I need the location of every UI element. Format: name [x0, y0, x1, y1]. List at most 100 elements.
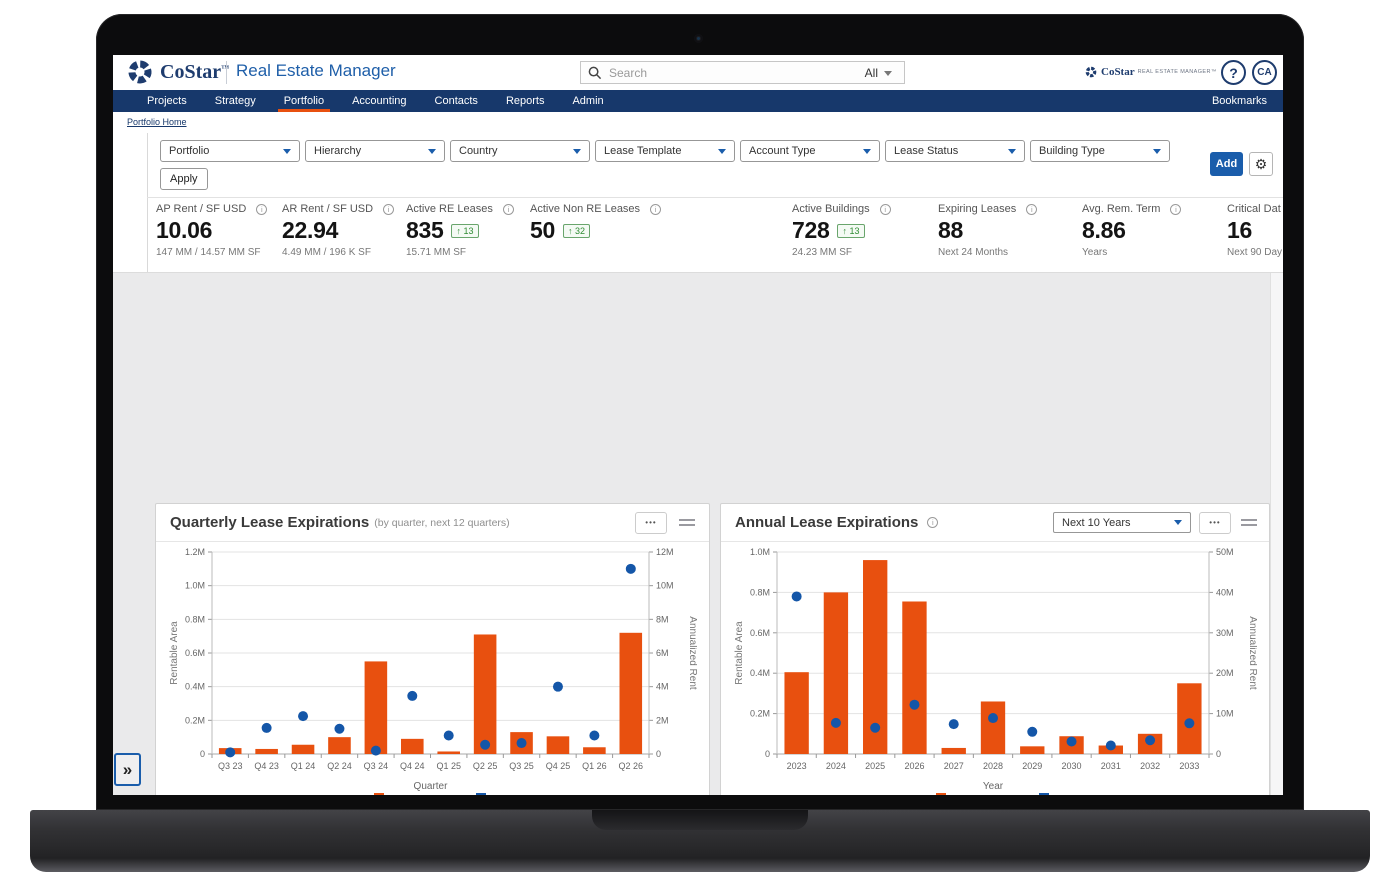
kpi-label-text: Critical Dat — [1227, 203, 1281, 215]
info-icon[interactable]: i — [383, 203, 395, 215]
dot-2031 — [1105, 740, 1116, 751]
kpi-value-row: 50 ↑ 32 — [530, 217, 792, 244]
info-icon[interactable]: i — [650, 203, 662, 215]
svg-text:2M: 2M — [656, 715, 669, 725]
quarterly-chart-header: Quarterly Lease Expirations (by quarter,… — [156, 504, 709, 542]
filter-dropdown-account-type[interactable]: Account Type — [740, 140, 880, 162]
kpi-label-text: Active Non RE Leases — [530, 203, 641, 215]
nav-item-admin[interactable]: Admin — [572, 95, 604, 107]
legend-item-annualized-rent[interactable]: Annualized Rent — [445, 793, 518, 795]
svg-text:1.0M: 1.0M — [750, 547, 770, 557]
kpi-subtext: 4.49 MM / 196 K SF — [282, 247, 371, 258]
quarterly-chart-menu-icon[interactable]: ••• — [635, 512, 667, 534]
dropdown-label: Account Type — [749, 145, 816, 157]
brand-wordmark: CoStar™ — [160, 61, 229, 84]
chevron-down-icon — [428, 148, 436, 154]
nav-item-portfolio[interactable]: Portfolio — [270, 90, 338, 112]
svg-text:Q2 25: Q2 25 — [473, 761, 498, 771]
legend-swatch — [1038, 793, 1049, 795]
info-icon[interactable]: i — [1170, 203, 1182, 215]
dropdown-label: Building Type — [1039, 145, 1105, 157]
kpi-value-row: 8.86 — [1082, 217, 1227, 244]
svg-text:30M: 30M — [1216, 628, 1234, 638]
dropdown-label: Lease Status — [894, 145, 959, 157]
search-scope-select[interactable]: All — [864, 65, 878, 80]
svg-text:Q2 24: Q2 24 — [327, 761, 352, 771]
dot-q1-26 — [589, 730, 600, 741]
kpi-label-text: Expiring Leases — [938, 203, 1017, 215]
svg-text:2029: 2029 — [1022, 761, 1042, 771]
svg-text:20M: 20M — [1216, 668, 1234, 678]
legend-item-annualized-rent[interactable]: Annualized Rent — [1007, 793, 1080, 795]
costar-logo[interactable]: CoStar™ — [127, 59, 229, 85]
annual-chart-menu-icon[interactable]: ••• — [1199, 512, 1231, 534]
brand-tm: ™ — [221, 63, 229, 72]
nav-item-bookmarks[interactable]: Bookmarks — [1211, 95, 1267, 107]
dot-q1-24 — [298, 711, 309, 722]
add-button[interactable]: Add — [1210, 152, 1243, 176]
filter-dropdown-portfolio[interactable]: Portfolio — [160, 140, 300, 162]
legend-item-rentable-area[interactable]: Rentable Area — [347, 793, 410, 795]
quarterly-chart-drag-handle-icon[interactable] — [679, 519, 695, 526]
kpi-trend-badge: ↑ 32 — [562, 223, 590, 238]
nav-item-accounting[interactable]: Accounting — [352, 95, 407, 107]
avatar[interactable]: CA — [1252, 60, 1277, 85]
gear-icon[interactable]: ⚙ — [1249, 152, 1273, 176]
kpi-label-text: AP Rent / SF USD — [156, 203, 247, 215]
filter-dropdown-lease-template[interactable]: Lease Template — [595, 140, 735, 162]
bar-2029 — [1020, 746, 1045, 754]
svg-text:Q4 25: Q4 25 — [546, 761, 571, 771]
info-icon[interactable]: i — [256, 203, 268, 215]
global-search[interactable]: Search All — [580, 61, 905, 84]
kpi-value: 728 — [792, 217, 830, 243]
bar-q4-23 — [255, 748, 278, 754]
kpi-active-non-re-leases: Active Non RE Leases i 50 ↑ 32 — [530, 203, 792, 269]
info-icon[interactable]: i — [927, 517, 939, 528]
help-button[interactable]: ? — [1221, 60, 1246, 85]
legend-swatch — [476, 793, 487, 795]
filter-dropdown-country[interactable]: Country — [450, 140, 590, 162]
dot-q3-24 — [370, 745, 381, 756]
kpi-label: Expiring Leases i — [938, 203, 1082, 215]
breadcrumb[interactable]: Portfolio Home — [127, 117, 187, 127]
svg-text:Rentable Area: Rentable Area — [169, 621, 180, 685]
annual-chart-drag-handle-icon[interactable] — [1241, 519, 1257, 526]
svg-text:2026: 2026 — [904, 761, 924, 771]
info-icon[interactable]: i — [879, 203, 891, 215]
info-icon[interactable]: i — [502, 203, 514, 215]
chevron-down-icon — [884, 71, 892, 76]
expand-panel-button[interactable]: » — [114, 753, 141, 786]
kpi-trend-badge: ↑ 13 — [451, 223, 479, 238]
dropdown-label: Lease Template — [604, 145, 682, 157]
nav-item-contacts[interactable]: Contacts — [434, 95, 478, 107]
main-nav: Projects Strategy Portfolio Accounting Conta… — [113, 90, 1283, 112]
kpi-value-row: 728 ↑ 13 — [792, 217, 938, 244]
dropdown-label: Hierarchy — [314, 145, 362, 157]
svg-text:Rentable Area: Rentable Area — [734, 621, 745, 685]
dot-2027 — [948, 719, 959, 730]
svg-text:0.4M: 0.4M — [185, 682, 205, 692]
nav-item-strategy[interactable]: Strategy — [214, 95, 256, 107]
svg-text:1.2M: 1.2M — [185, 547, 205, 557]
nav-item-projects[interactable]: Projects — [147, 95, 187, 107]
filter-dropdown-building-type[interactable]: Building Type — [1030, 140, 1170, 162]
kpi-active-re-leases: Active RE Leases i 835 ↑ 13 15.71 MM SF — [406, 203, 530, 269]
nav-item-reports[interactable]: Reports — [505, 95, 545, 107]
dot-2032 — [1145, 735, 1156, 746]
svg-text:0: 0 — [656, 749, 661, 759]
filter-dropdown-hierarchy[interactable]: Hierarchy — [305, 140, 445, 162]
annual-chart-card: Annual Lease Expirations i Next 10 Years… — [720, 503, 1270, 795]
apply-button[interactable]: Apply — [160, 168, 208, 190]
svg-text:Q4 23: Q4 23 — [254, 761, 279, 771]
search-input[interactable]: Search — [609, 65, 648, 80]
filter-dropdown-lease-status[interactable]: Lease Status — [885, 140, 1025, 162]
bar-q2-26 — [619, 632, 643, 754]
scrollbar-track[interactable] — [1270, 273, 1283, 795]
info-icon[interactable]: i — [1026, 203, 1038, 215]
chevron-down-icon — [573, 148, 581, 154]
kpi-label: Active Non RE Leases i — [530, 203, 792, 215]
annual-range-select[interactable]: Next 10 Years — [1053, 512, 1191, 533]
kpi-value-row: 22.94 — [282, 217, 406, 244]
legend-item-rentable-area[interactable]: Rentable Area — [910, 793, 973, 795]
svg-text:8M: 8M — [656, 614, 669, 624]
